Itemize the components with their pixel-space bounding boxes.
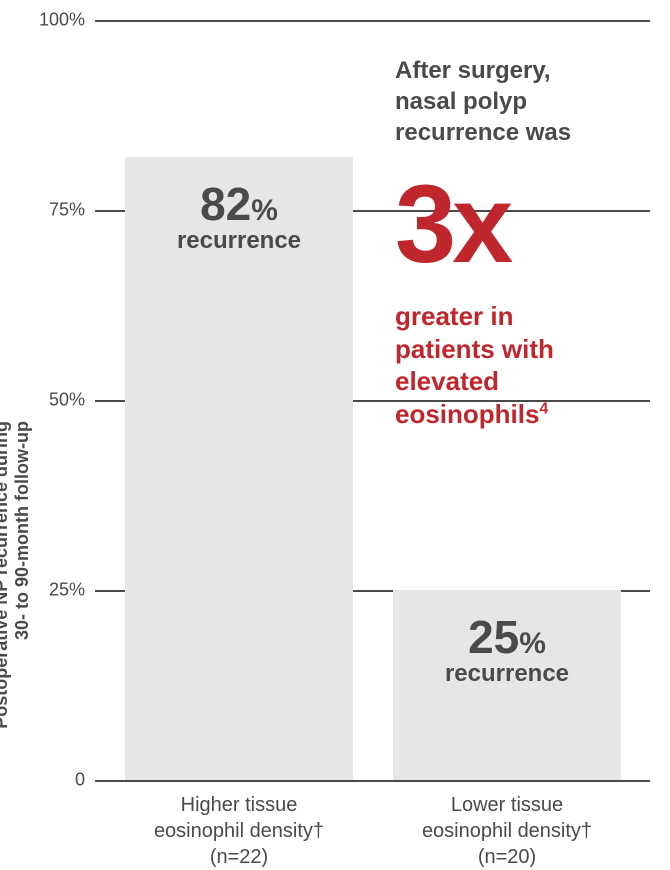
bar-value-label: 25%recurrence [393, 610, 621, 688]
callout-big: 3x [395, 175, 509, 274]
y-tick-label: 25% [49, 580, 85, 601]
y-tick-label: 100% [39, 10, 85, 31]
x-tick-label: Lower tissueeosinophil density†(n=20) [393, 792, 621, 870]
callout-red-text: greater inpatients withelevatedeosinophi… [395, 300, 554, 430]
y-tick-label: 0 [75, 770, 85, 791]
bar-value-label: 82%recurrence [125, 177, 353, 255]
y-tick-label: 75% [49, 200, 85, 221]
gridline [95, 780, 650, 782]
bar: 25%recurrence [393, 590, 621, 780]
gridline [95, 20, 650, 22]
chart-container: 025%50%75%100%82%recurrence25%recurrence… [95, 20, 650, 780]
y-axis-label-line2: 30- to 90-month follow-up [12, 421, 33, 640]
bar: 82%recurrence [125, 157, 353, 780]
x-tick-label: Higher tissueeosinophil density†(n=22) [125, 792, 353, 870]
callout-lead: After surgery,nasal polyprecurrence was [395, 55, 571, 149]
y-axis-label-line1: Postoperative NP recurrence during [0, 421, 12, 729]
y-tick-label: 50% [49, 390, 85, 411]
